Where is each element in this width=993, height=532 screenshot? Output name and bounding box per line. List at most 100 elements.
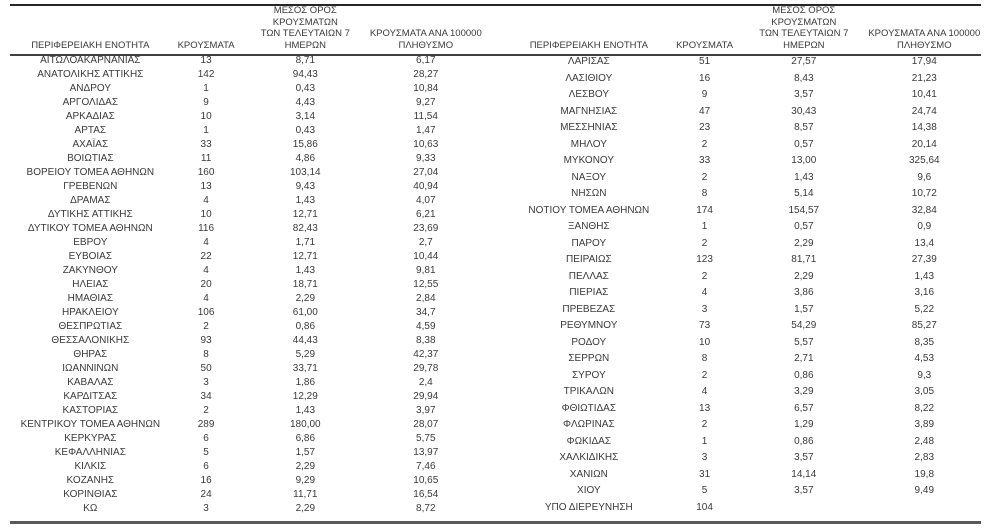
- avg7-cell: 6,86: [295, 433, 316, 444]
- per100k-cell: 28,27: [413, 69, 439, 80]
- avg7-cell: 54,29: [791, 320, 817, 332]
- per100k-cell: 40,94: [413, 181, 439, 192]
- region-cell: ΑΙΤΩΛΟΑΚΑΡΝΑΝΙΑΣ: [40, 55, 141, 66]
- avg7-cell: 94,43: [292, 69, 318, 80]
- per100k-cell: 10,41: [911, 89, 937, 101]
- table-row: ΚΕΡΚΥΡΑΣ 6 6,86 5,75: [10, 432, 483, 446]
- region-cell: ΛΕΣΒΟΥ: [568, 89, 609, 101]
- header-rule: [10, 54, 981, 56]
- per100k-cell: 10,65: [413, 475, 439, 486]
- table-row: ΙΩΑΝΝΙΝΩΝ 50 33,71 29,78: [10, 362, 483, 376]
- per100k-cell: 17,94: [911, 56, 937, 68]
- cases-cell: 8: [701, 188, 708, 200]
- region-cell: ΦΘΙΩΤΙΔΑΣ: [561, 402, 617, 414]
- table-row: ΘΗΡΑΣ 8 5,29 42,37: [10, 348, 483, 362]
- table-row: ΠΡΕΒΕΖΑΣ 3 1,57 5,22: [509, 302, 982, 319]
- table-row: ΑΡΚΑΔΙΑΣ 10 3,14 11,54: [10, 110, 483, 124]
- cases-cell: 4: [701, 287, 708, 299]
- table-row: ΑΡΓΟΛΙΔΑΣ 9 4,43 9,27: [10, 96, 483, 110]
- cases-cell: 6: [203, 461, 209, 472]
- avg7-cell: 1,57: [794, 303, 814, 315]
- avg7-cell: 27,57: [791, 56, 817, 68]
- avg7-cell: 3,57: [794, 485, 814, 497]
- per100k-cell: 2,84: [416, 293, 436, 304]
- cases-cell: 160: [197, 167, 215, 178]
- table-row: ΑΧΑΪΑΣ 33 15,86 10,63: [10, 138, 483, 152]
- table-row: ΚΕΝΤΡΙΚΟΥ ΤΟΜΕΑ ΑΘΗΝΩΝ 289 180,00 28,07: [10, 418, 483, 432]
- table-row: ΕΥΒΟΙΑΣ 22 12,71 10,44: [10, 250, 483, 264]
- table-row: ΔΡΑΜΑΣ 4 1,43 4,07: [10, 194, 483, 208]
- per100k-cell: 12,55: [413, 279, 439, 290]
- table-row: ΡΟΔΟΥ 10 5,57 8,35: [509, 335, 982, 352]
- col-header-region: ΠΕΡΙΦΕΡΕΙΑΚΗ ΕΝΟΤΗΤΑ: [31, 39, 150, 51]
- avg7-cell: 12,29: [292, 391, 318, 402]
- table-row: ΡΕΘΥΜΝΟΥ 73 54,29 85,27: [509, 318, 982, 335]
- region-cell: ΑΧΑΪΑΣ: [72, 139, 109, 150]
- region-cell: ΚΟΖΑΝΗΣ: [66, 475, 115, 486]
- per100k-cell: 1,43: [914, 270, 935, 282]
- cases-cell: 24: [200, 489, 212, 500]
- table-header: ΠΕΡΙΦΕΡΕΙΑΚΗ ΕΝΟΤΗΤΑ ΚΡΟΥΣΜΑΤΑ ΜΕΣΟΣ ΟΡΟ…: [10, 5, 483, 54]
- region-cell: ΧΑΝΙΩΝ: [569, 468, 608, 480]
- avg7-cell: 82,43: [292, 223, 318, 234]
- cases-cell: 33: [699, 155, 711, 167]
- table-row: ΚΙΛΚΙΣ 6 2,29 7,46: [10, 460, 483, 474]
- avg7-cell: 81,71: [791, 254, 817, 266]
- per100k-cell: 1,47: [416, 125, 436, 136]
- cases-cell: 22: [200, 251, 212, 262]
- table-row: ΛΕΣΒΟΥ 9 3,57 10,41: [509, 87, 982, 104]
- table-row: ΗΜΑΘΙΑΣ 4 2,29 2,84: [10, 292, 483, 306]
- avg7-cell: 44,43: [292, 335, 318, 346]
- per100k-cell: 85,27: [911, 320, 937, 332]
- region-cell: ΗΜΑΘΙΑΣ: [67, 293, 114, 304]
- cases-cell: 174: [696, 204, 713, 216]
- cases-cell: 4: [203, 293, 209, 304]
- region-cell: ΔΥΤΙΚΗΣ ΑΤΤΙΚΗΣ: [47, 209, 133, 220]
- cases-cell: 3: [701, 452, 708, 464]
- region-cell: ΚΑΒΑΛΑΣ: [67, 377, 114, 388]
- cases-cell: 3: [701, 303, 708, 315]
- per100k-cell: 42,37: [413, 349, 439, 360]
- table-row: ΚΟΡΙΝΘΙΑΣ 24 11,71 16,54: [10, 488, 483, 502]
- region-cell: ΤΡΙΚΑΛΩΝ: [563, 386, 614, 398]
- region-cell: ΞΑΝΘΗΣ: [568, 221, 610, 233]
- avg7-cell: 0,57: [794, 138, 814, 150]
- cases-cell: 13: [200, 181, 212, 192]
- region-cell: ΠΑΡΟΥ: [571, 237, 607, 249]
- per100k-cell: 325,64: [908, 155, 940, 167]
- avg7-cell: 8,57: [794, 122, 814, 134]
- avg7-cell: 2,29: [794, 270, 814, 282]
- per100k-cell: 29,78: [413, 363, 439, 374]
- region-cell: ΘΕΣΠΡΩΤΙΑΣ: [58, 321, 123, 332]
- avg7-cell: 15,86: [292, 139, 318, 150]
- avg7-cell: 154,57: [788, 204, 820, 216]
- per100k-cell: 10,72: [911, 188, 937, 200]
- cases-cell: 5: [203, 447, 209, 458]
- avg7-cell: 3,29: [794, 386, 814, 398]
- per100k-cell: 7,46: [416, 461, 436, 472]
- avg7-cell: 5,57: [794, 336, 814, 348]
- per100k-cell: 19,8: [914, 468, 935, 480]
- region-cell: ΧΑΛΚΙΔΙΚΗΣ: [559, 452, 619, 464]
- per100k-cell: 32,84: [911, 204, 937, 216]
- region-cell: ΚΕΦΑΛΛΗΝΙΑΣ: [54, 447, 126, 458]
- cases-cell: 11: [200, 153, 212, 164]
- table-row: ΑΝΑΤΟΛΙΚΗΣ ΑΤΤΙΚΗΣ 142 94,43 28,27: [10, 68, 483, 82]
- cases-cell: 13: [200, 55, 212, 66]
- avg7-cell: 2,29: [295, 461, 316, 472]
- per100k-cell: 6,17: [416, 55, 436, 66]
- region-cell: ΑΝΑΤΟΛΙΚΗΣ ΑΤΤΙΚΗΣ: [37, 69, 144, 80]
- per100k-cell: 2,48: [914, 435, 935, 447]
- cases-cell: 1: [203, 83, 209, 94]
- avg7-cell: 14,14: [791, 468, 817, 480]
- avg7-cell: 12,71: [292, 209, 318, 220]
- col-header-cases: ΚΡΟΥΣΜΑΤΑ: [177, 39, 235, 51]
- region-cell: ΒΟΡΕΙΟΥ ΤΟΜΕΑ ΑΘΗΝΩΝ: [26, 167, 155, 178]
- region-cell: ΚΕΡΚΥΡΑΣ: [64, 433, 117, 444]
- region-cell: ΒΟΙΩΤΙΑΣ: [67, 153, 114, 164]
- table-row: ΚΩ 3 2,29 8,72: [10, 502, 483, 516]
- table-row: ΝΗΣΩΝ 8 5,14 10,72: [509, 186, 982, 203]
- avg7-cell: 8,43: [794, 72, 814, 84]
- avg7-cell: 180,00: [290, 419, 321, 430]
